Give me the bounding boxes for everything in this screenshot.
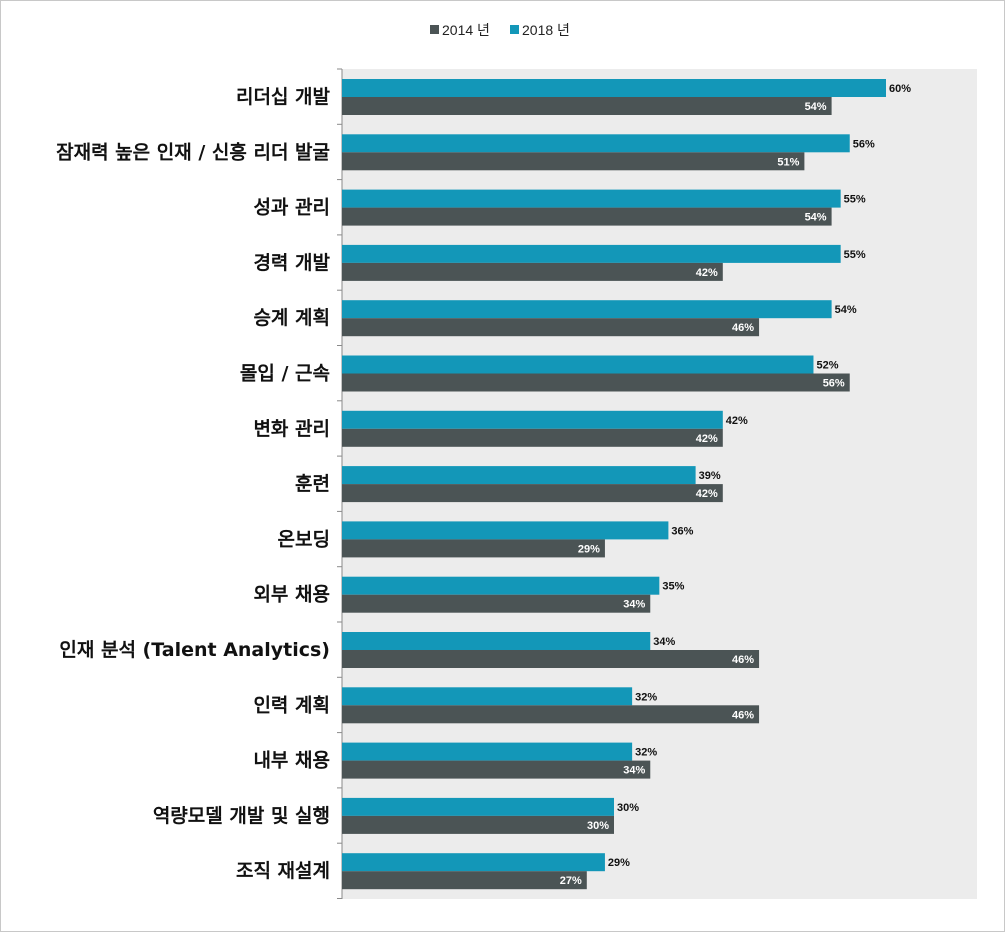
bar-2014 — [342, 594, 651, 613]
value-label-2014: 42% — [696, 433, 718, 445]
category-label: 변화 관리 — [253, 418, 330, 440]
value-label-2018: 39% — [699, 470, 721, 482]
value-label-2018: 34% — [653, 636, 675, 648]
bar-2018 — [342, 687, 633, 706]
bar-2018 — [342, 632, 651, 650]
category-label: 조직 재설계 — [236, 860, 330, 882]
legend-swatch — [510, 25, 519, 34]
bar-2018 — [342, 521, 669, 540]
value-label-2014: 34% — [623, 765, 645, 777]
value-label-2014: 51% — [777, 156, 799, 168]
value-label-2018: 55% — [844, 194, 866, 206]
bar-2014 — [342, 318, 760, 337]
value-label-2014: 46% — [732, 654, 754, 666]
bar-2014 — [342, 539, 605, 558]
legend-swatch — [430, 25, 439, 34]
bar-2018 — [342, 742, 633, 761]
bars — [342, 79, 886, 890]
bar-2014 — [342, 207, 832, 226]
value-labels: 60% 54% 56% 51% 55% 54% 55% 42% 54% 46% 52% 56% 42% 4… — [560, 83, 911, 887]
bar-2018 — [342, 355, 814, 374]
bar-2018 — [342, 244, 841, 263]
category-label: 내부 채용 — [253, 750, 330, 772]
value-label-2018: 36% — [671, 525, 693, 537]
category-label: 훈련 — [295, 472, 330, 495]
value-label-2018: 29% — [608, 857, 630, 869]
bar-2014 — [342, 262, 723, 281]
value-label-2018: 30% — [617, 802, 639, 814]
bar-2018 — [342, 300, 832, 319]
value-label-2014: 46% — [732, 322, 754, 334]
value-label-2018: 35% — [662, 581, 684, 593]
value-label-2014: 54% — [805, 101, 827, 113]
category-label: 승계 계획 — [253, 307, 330, 329]
bar-2018 — [342, 410, 723, 429]
value-label-2018: 56% — [853, 138, 875, 150]
bar-2018 — [342, 797, 614, 816]
category-label: 온보딩 — [278, 528, 330, 550]
legend-label: 2014 년 — [442, 22, 490, 38]
value-label-2014: 29% — [578, 543, 600, 555]
bar-2014 — [342, 760, 651, 779]
bar-2018 — [342, 466, 696, 485]
value-label-2014: 42% — [696, 267, 718, 279]
bar-2014 — [342, 871, 587, 890]
bar-2018 — [342, 189, 841, 208]
category-label: 잠재력 높은 인재 / 신흥 리더 발굴 — [56, 140, 330, 163]
category-label: 경력 개발 — [253, 252, 330, 274]
bar-2014 — [342, 373, 850, 392]
value-label-2014: 56% — [823, 378, 845, 390]
value-label-2018: 60% — [889, 83, 911, 95]
bar-2018 — [342, 853, 605, 872]
bar-2014 — [342, 484, 723, 503]
category-label: 인력 계획 — [253, 694, 330, 716]
value-label-2014: 42% — [696, 488, 718, 500]
bar-2018 — [342, 576, 660, 595]
value-label-2014: 46% — [732, 709, 754, 721]
value-label-2018: 32% — [635, 691, 657, 703]
legend-label: 2018 년 — [522, 22, 570, 38]
category-label: 몰입 / 근속 — [240, 363, 330, 385]
value-label-2014: 30% — [587, 820, 609, 832]
category-label: 인재 분석 (Talent Analytics) — [59, 639, 330, 661]
bar-2018 — [342, 79, 886, 97]
value-label-2018: 55% — [844, 249, 866, 261]
category-label: 성과 관리 — [253, 197, 330, 219]
value-label-2014: 54% — [805, 212, 827, 224]
category-label: 리더십 개발 — [236, 86, 331, 108]
bar-2014 — [342, 97, 832, 115]
category-ticks — [337, 68, 342, 899]
category-label: 역량모델 개발 및 실행 — [153, 805, 330, 827]
value-label-2014: 34% — [623, 599, 645, 611]
bar-2014 — [342, 428, 723, 447]
value-label-2018: 54% — [835, 304, 857, 316]
value-label-2014: 27% — [560, 875, 582, 887]
bar-2014 — [342, 152, 805, 171]
value-label-2018: 52% — [816, 360, 838, 372]
category-label: 외부 채용 — [253, 584, 330, 606]
value-label-2018: 32% — [635, 747, 657, 759]
bar-2014 — [342, 815, 614, 834]
bar-2018 — [342, 134, 850, 153]
legend: 2014 년 2018 년 — [430, 22, 570, 38]
bar-2014 — [342, 705, 760, 724]
value-label-2018: 42% — [726, 415, 748, 427]
bar-2014 — [342, 650, 760, 668]
